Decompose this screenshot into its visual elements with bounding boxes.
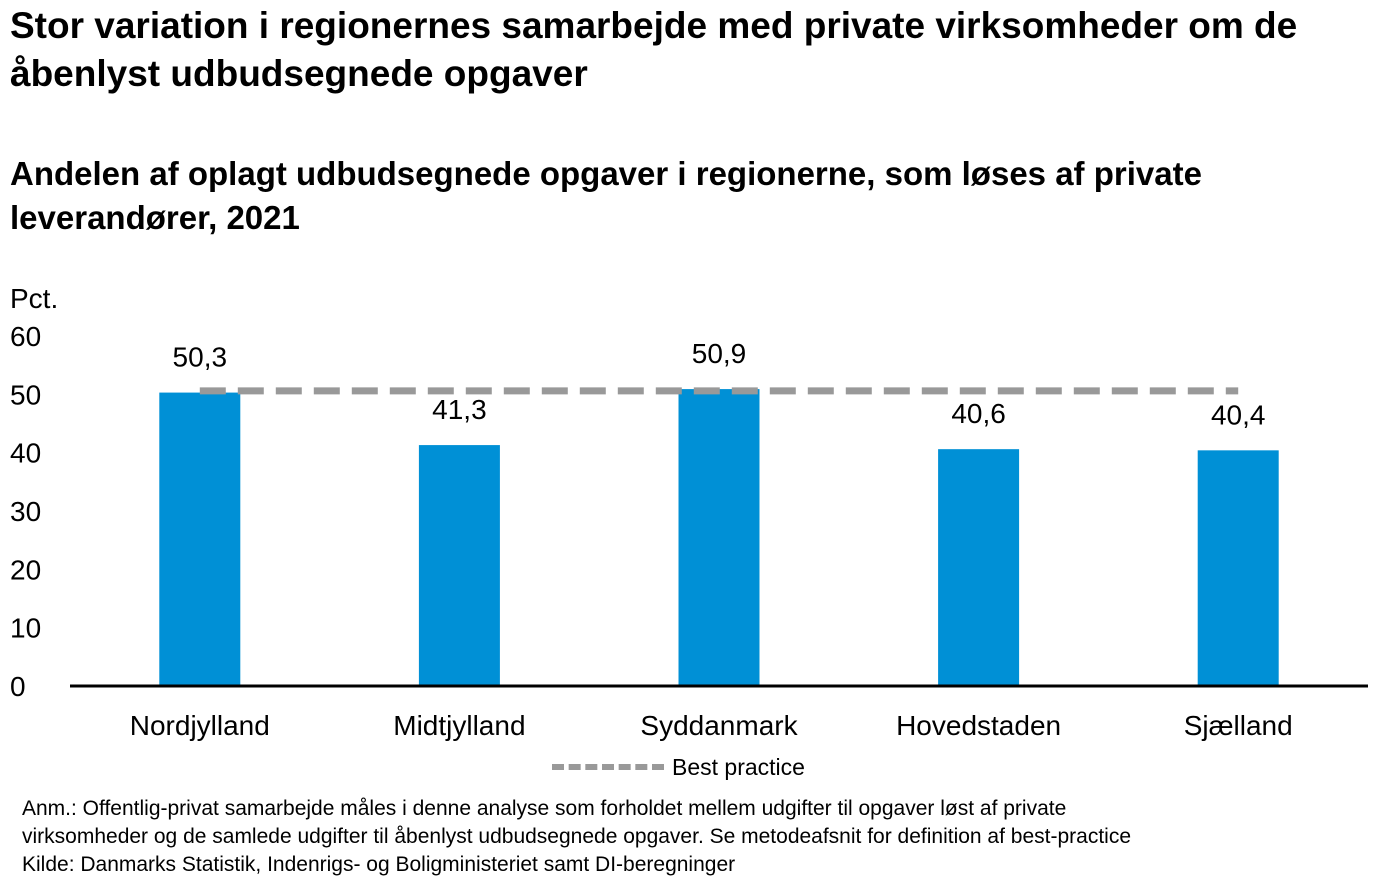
x-tick-label: Midtjylland	[393, 710, 525, 741]
x-tick-label: Nordjylland	[130, 710, 270, 741]
note-line-2: virksomheder og de samlede udgifter til …	[22, 825, 1132, 848]
x-tick-label: Hovedstaden	[896, 710, 1061, 741]
bar-chart: 0 10 20 30 40 50 60 50,3 Nordjylland 41,3 Midtjyll…	[10, 321, 1368, 741]
y-tick-label: 10	[10, 613, 41, 644]
note-line-1: Anm.: Offentlig-privat samarbejde måles …	[22, 797, 1067, 820]
y-tick-label: 60	[10, 321, 41, 352]
chart-title: Stor variation i regionernes samarbejde …	[10, 5, 1298, 94]
x-tick-label: Sjælland	[1184, 710, 1293, 741]
data-label: 41,3	[432, 394, 487, 425]
data-label: 50,9	[692, 338, 747, 369]
chart-subtitle: Andelen af oplagt udbudsegnede opgaver i…	[10, 155, 1202, 236]
bar	[1197, 450, 1279, 686]
legend: Best practice	[552, 752, 805, 782]
y-tick-label: 50	[10, 379, 41, 410]
bar	[159, 392, 241, 686]
bar	[418, 445, 500, 686]
y-axis-unit-label: Pct.	[10, 283, 59, 314]
data-label: 40,6	[951, 398, 1006, 429]
data-label: 50,3	[173, 342, 228, 373]
bar	[938, 449, 1020, 686]
source-line: Kilde: Danmarks Statistik, Indenrigs- og…	[22, 853, 736, 876]
x-tick-label: Syddanmark	[640, 710, 798, 741]
y-tick-label: 40	[10, 438, 41, 469]
footnotes: Anm.: Offentlig-privat samarbejde måles …	[22, 795, 1372, 879]
legend-dashed-line-swatch	[552, 764, 664, 770]
data-label: 40,4	[1211, 399, 1266, 430]
bar	[678, 389, 760, 686]
y-tick-label: 0	[10, 671, 26, 702]
legend-label-best-practice: Best practice	[672, 753, 805, 780]
y-tick-label: 20	[10, 554, 41, 585]
y-tick-label: 30	[10, 496, 41, 527]
